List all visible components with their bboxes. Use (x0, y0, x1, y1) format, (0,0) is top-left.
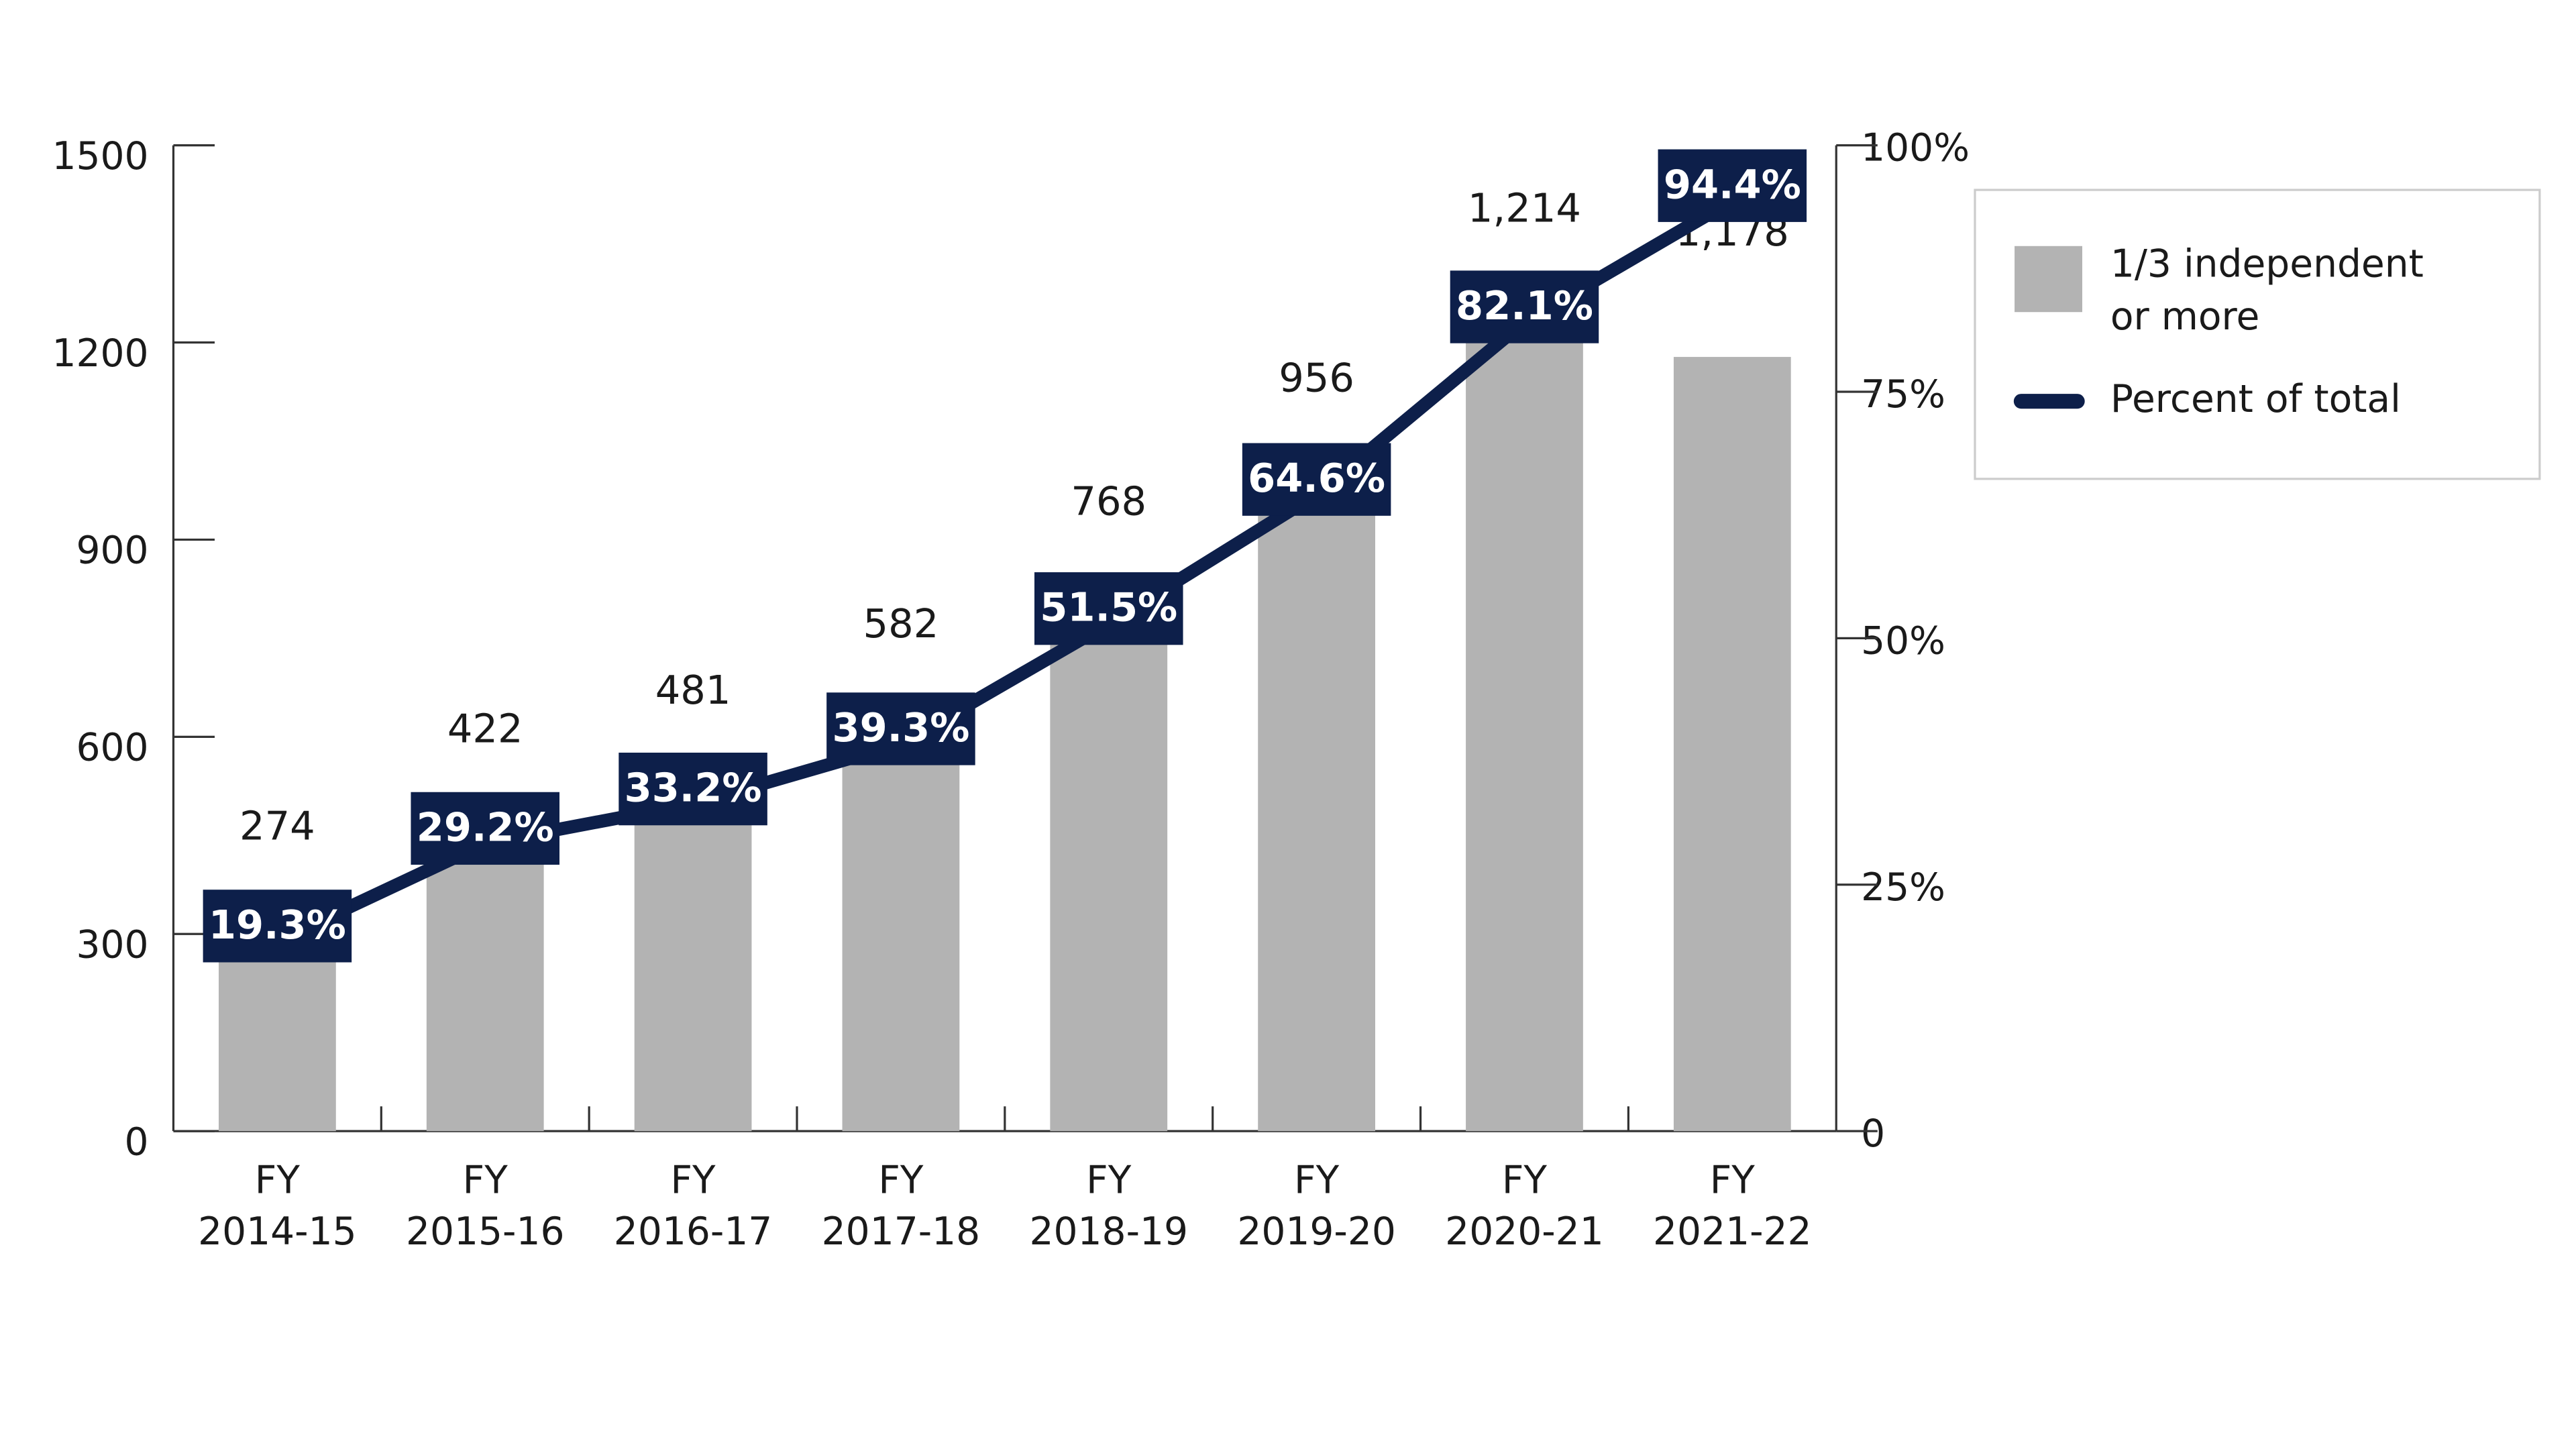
bar (219, 951, 336, 1132)
value-label-box (1242, 443, 1391, 516)
y-tick-label: 300 (76, 923, 148, 967)
bar (1673, 357, 1791, 1132)
bar (1050, 626, 1168, 1132)
x-tick-label: FY 2016-17 (614, 1158, 773, 1253)
x-tick-label: FY 2020-21 (1445, 1158, 1604, 1253)
y2-tick-label: 100% (1861, 126, 1970, 170)
y2-tick-label: 0 (1861, 1112, 1885, 1156)
value-label-box (1450, 270, 1599, 343)
line-value-label: 33.2% (625, 765, 762, 811)
bar (1258, 502, 1375, 1132)
line-value-label: 19.3% (209, 902, 346, 948)
legend-swatch (2015, 246, 2082, 313)
value-label-box (203, 890, 352, 963)
legend-label: Percent of total (2110, 377, 2401, 421)
line-value-label: 64.6% (1248, 455, 1385, 501)
x-tick-label: FY 2019-20 (1237, 1158, 1396, 1253)
bar (842, 748, 960, 1132)
bar-value-label: 422 (447, 706, 523, 752)
y-tick-label: 1200 (52, 331, 148, 376)
y-tick-label: 1500 (52, 134, 148, 178)
bar (634, 814, 752, 1132)
y-tick-label: 0 (125, 1120, 149, 1164)
bar-value-label: 768 (1071, 478, 1146, 525)
bar-value-label: 582 (863, 600, 939, 647)
bar-value-label: 481 (655, 667, 731, 713)
bar-value-label: 956 (1279, 355, 1354, 401)
x-tick-label: FY 2015-16 (406, 1158, 565, 1253)
x-tick-label: FY 2021-22 (1653, 1158, 1812, 1253)
value-label-box (619, 752, 767, 826)
x-tick-label: FY 2018-19 (1030, 1158, 1189, 1253)
line-value-label: 51.5% (1040, 584, 1177, 631)
x-tick-label: FY 2014-15 (198, 1158, 357, 1253)
bar-value-label: 1,214 (1468, 185, 1581, 231)
bar-value-label: 274 (239, 803, 315, 849)
bar (1466, 333, 1583, 1132)
value-label-box (1034, 572, 1183, 645)
y2-tick-label: 75% (1861, 372, 1945, 417)
x-tick-label: FY 2017-18 (822, 1158, 981, 1253)
value-label-box (826, 692, 975, 765)
value-label-box (1658, 149, 1807, 222)
bar (426, 853, 544, 1132)
y2-tick-label: 25% (1861, 865, 1945, 910)
line-value-label: 29.2% (417, 804, 554, 850)
y-tick-label: 600 (76, 726, 148, 770)
legend-label: 1/3 independent or more (2110, 241, 2424, 339)
y-tick-label: 900 (76, 529, 148, 573)
y2-tick-label: 50% (1861, 619, 1945, 663)
line-value-label: 82.1% (1456, 282, 1593, 329)
line-value-label: 94.4% (1664, 161, 1801, 207)
legend-box (1974, 189, 2541, 480)
line-value-label: 39.3% (832, 704, 969, 751)
value-label-box (411, 792, 559, 865)
